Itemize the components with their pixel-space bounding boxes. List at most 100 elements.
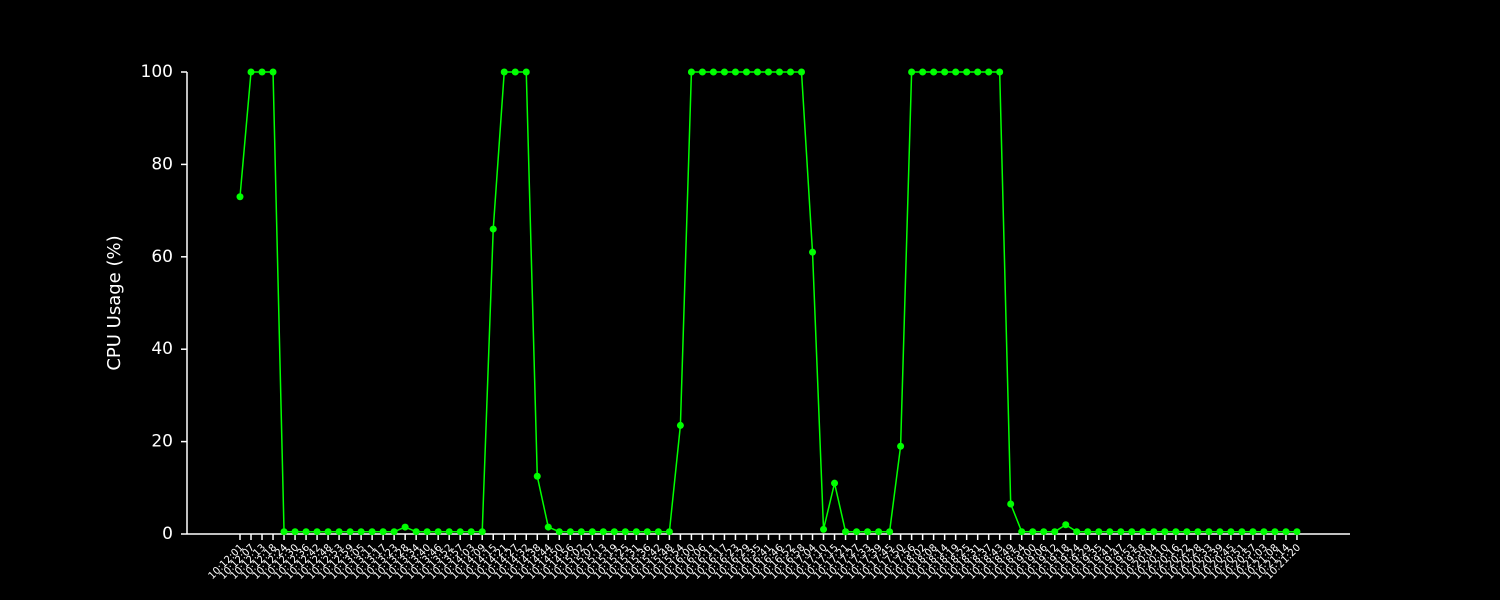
y-axis-label: CPU Usage (%) <box>104 235 125 370</box>
point <box>1249 528 1257 536</box>
point <box>908 68 916 76</box>
point <box>897 442 905 450</box>
point <box>346 528 354 536</box>
point <box>731 68 739 76</box>
point <box>599 528 607 536</box>
point <box>831 479 839 487</box>
point <box>720 68 728 76</box>
point <box>302 528 310 536</box>
point <box>247 68 255 76</box>
point <box>1227 528 1235 536</box>
point <box>1161 528 1169 536</box>
y-tick-label: 40 <box>151 339 173 359</box>
point <box>1172 528 1180 536</box>
point <box>577 528 585 536</box>
point <box>963 68 971 76</box>
point <box>930 68 938 76</box>
point <box>467 528 475 536</box>
point <box>555 528 563 536</box>
point <box>412 528 420 536</box>
point <box>1117 528 1125 536</box>
point <box>1216 528 1224 536</box>
point <box>1018 528 1026 536</box>
point <box>996 68 1004 76</box>
y-tick-label: 0 <box>162 524 173 544</box>
point <box>544 523 552 531</box>
point <box>511 68 519 76</box>
point <box>742 68 750 76</box>
point <box>864 528 872 536</box>
point <box>787 68 794 76</box>
point <box>798 68 806 76</box>
point <box>1128 528 1136 536</box>
point <box>258 68 266 76</box>
point <box>500 68 508 76</box>
point <box>1073 528 1081 536</box>
point <box>665 528 673 536</box>
point <box>445 528 453 536</box>
point <box>401 523 409 531</box>
point <box>1238 528 1246 536</box>
point <box>1007 500 1015 508</box>
point <box>1282 528 1290 536</box>
point <box>809 248 817 256</box>
point <box>941 68 949 76</box>
point <box>1040 528 1048 536</box>
point <box>687 68 695 76</box>
point <box>269 68 277 76</box>
point <box>1051 528 1059 536</box>
point <box>1293 528 1301 536</box>
point <box>1271 528 1279 536</box>
point <box>1183 528 1191 536</box>
point <box>1029 528 1037 536</box>
point <box>952 68 960 76</box>
point <box>489 225 497 233</box>
point <box>313 528 321 536</box>
y-tick-label: 100 <box>141 62 173 82</box>
point <box>621 528 629 536</box>
point <box>522 68 530 76</box>
y-tick-label: 20 <box>151 432 173 452</box>
point <box>875 528 883 536</box>
point <box>610 528 618 536</box>
point <box>478 528 486 536</box>
point <box>842 528 850 536</box>
point <box>1062 521 1070 529</box>
point <box>379 528 387 536</box>
point <box>643 528 651 536</box>
point <box>291 528 299 536</box>
point <box>919 68 927 76</box>
point <box>632 528 640 536</box>
point <box>335 528 343 536</box>
point <box>236 193 244 201</box>
point <box>676 421 684 429</box>
point <box>1205 528 1213 536</box>
point <box>588 528 596 536</box>
point <box>974 68 982 76</box>
point <box>1150 528 1158 536</box>
point <box>886 528 894 536</box>
point <box>456 528 464 536</box>
point <box>853 528 861 536</box>
point <box>1139 528 1147 536</box>
y-tick-label: 60 <box>151 247 173 267</box>
point <box>1084 528 1092 536</box>
point <box>654 528 662 536</box>
point <box>1194 528 1202 536</box>
point <box>820 525 828 533</box>
point <box>1106 528 1114 536</box>
point <box>324 528 332 536</box>
line <box>239 71 1297 533</box>
y-tick-label: 80 <box>151 154 173 174</box>
point <box>533 472 541 480</box>
point <box>368 528 376 536</box>
point <box>434 528 442 536</box>
point <box>709 68 717 76</box>
point <box>1260 528 1268 536</box>
point <box>280 528 288 536</box>
point <box>423 528 431 536</box>
point <box>753 68 761 76</box>
point <box>357 528 365 536</box>
